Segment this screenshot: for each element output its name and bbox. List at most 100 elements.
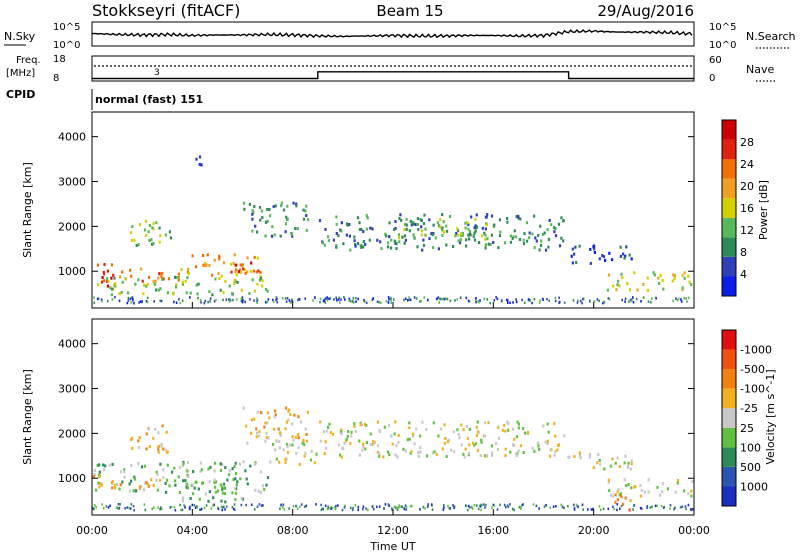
velocity-cell bbox=[415, 427, 418, 431]
velocity-cell bbox=[690, 494, 693, 498]
power-cell bbox=[465, 244, 468, 248]
power-cell bbox=[153, 300, 155, 303]
power-cell bbox=[380, 301, 382, 304]
velocity-cell bbox=[393, 432, 396, 436]
velocity-cell bbox=[365, 441, 368, 444]
velocity-cell bbox=[223, 505, 225, 509]
power-cell bbox=[445, 224, 448, 228]
velocity-cell bbox=[639, 484, 642, 487]
velocity-cell bbox=[98, 470, 101, 474]
velocity-colorbar-tick: 100 bbox=[740, 441, 761, 454]
velocity-cell bbox=[160, 443, 163, 446]
power-panel-frame bbox=[91, 111, 695, 309]
velocity-cell bbox=[239, 477, 242, 481]
velocity-cell bbox=[522, 427, 525, 431]
velocity-cell bbox=[669, 504, 672, 507]
nsky-tick-bottom: 10^0 bbox=[53, 40, 80, 51]
power-cell bbox=[527, 298, 530, 301]
velocity-cell bbox=[191, 483, 194, 487]
power-cell bbox=[420, 233, 423, 237]
freq-unit: [MHz] bbox=[6, 68, 35, 79]
power-cell bbox=[138, 301, 140, 304]
velocity-cell bbox=[321, 507, 324, 510]
power-cell bbox=[652, 271, 655, 275]
velocity-cell bbox=[275, 439, 278, 443]
velocity-colorbar-tick: -1000 bbox=[740, 344, 772, 357]
velocity-colorbar-swatch bbox=[722, 408, 736, 428]
power-cell bbox=[200, 301, 202, 304]
power-cell bbox=[484, 215, 487, 219]
velocity-cell bbox=[479, 454, 482, 457]
power-cell bbox=[219, 288, 222, 292]
velocity-cell bbox=[297, 446, 300, 450]
power-cell bbox=[441, 234, 444, 237]
power-cell bbox=[339, 301, 341, 304]
power-cell bbox=[394, 226, 397, 230]
power-cell bbox=[487, 242, 490, 246]
power-cell bbox=[296, 227, 299, 231]
power-cell bbox=[416, 217, 419, 221]
power-cell bbox=[443, 230, 446, 234]
power-cell bbox=[354, 244, 357, 248]
velocity-cell bbox=[95, 506, 97, 509]
velocity-cell bbox=[123, 475, 126, 479]
power-cell bbox=[176, 276, 179, 279]
power-cell bbox=[683, 271, 686, 275]
velocity-cell bbox=[145, 447, 148, 451]
velocity-cell bbox=[128, 489, 132, 493]
velocity-cell bbox=[630, 486, 633, 490]
power-cell bbox=[356, 216, 360, 220]
velocity-cell bbox=[174, 509, 177, 512]
power-cell bbox=[127, 296, 130, 300]
velocity-ytick-label: 4000 bbox=[58, 338, 86, 351]
velocity-cell bbox=[279, 431, 282, 435]
power-cell bbox=[160, 299, 163, 303]
power-cell bbox=[146, 282, 149, 286]
velocity-cell bbox=[219, 462, 222, 466]
power-cell bbox=[259, 276, 263, 280]
power-cell bbox=[235, 268, 238, 272]
velocity-cell bbox=[457, 432, 460, 436]
velocity-cell bbox=[484, 506, 486, 509]
power-cell bbox=[493, 223, 496, 227]
velocity-cell bbox=[278, 446, 281, 450]
velocity-cell bbox=[192, 470, 195, 474]
power-cell bbox=[469, 233, 472, 237]
velocity-cell bbox=[473, 504, 476, 507]
freq-marker: 3 bbox=[154, 68, 160, 78]
power-cell bbox=[479, 299, 481, 302]
power-cell bbox=[241, 263, 244, 267]
power-cell bbox=[285, 300, 288, 303]
power-cell bbox=[646, 288, 649, 292]
velocity-cell bbox=[460, 423, 463, 427]
power-cell bbox=[343, 296, 345, 299]
velocity-cell bbox=[168, 484, 171, 488]
power-cell bbox=[177, 275, 180, 279]
velocity-cell bbox=[581, 503, 584, 507]
power-cell bbox=[132, 299, 134, 302]
power-cell bbox=[337, 234, 340, 238]
power-cell bbox=[570, 254, 573, 258]
power-cell bbox=[340, 229, 343, 233]
power-cell bbox=[198, 155, 202, 159]
power-colorbar-swatch bbox=[722, 237, 736, 257]
power-cell bbox=[446, 229, 449, 233]
velocity-cell bbox=[157, 450, 160, 454]
power-cell bbox=[598, 257, 601, 261]
power-cell bbox=[336, 299, 338, 302]
power-cell bbox=[647, 300, 650, 303]
power-cell bbox=[195, 265, 198, 269]
power-cell bbox=[253, 299, 255, 302]
velocity-cell bbox=[421, 420, 424, 424]
power-cell bbox=[130, 301, 133, 304]
power-cell bbox=[574, 245, 577, 249]
power-cell bbox=[393, 239, 396, 243]
velocity-cell bbox=[609, 464, 612, 468]
power-cell bbox=[376, 238, 379, 242]
velocity-cell bbox=[208, 480, 211, 484]
velocity-cell bbox=[435, 452, 438, 456]
velocity-cell bbox=[692, 507, 694, 511]
power-cell bbox=[272, 205, 275, 209]
power-cell bbox=[251, 217, 254, 221]
velocity-cell bbox=[225, 505, 228, 508]
